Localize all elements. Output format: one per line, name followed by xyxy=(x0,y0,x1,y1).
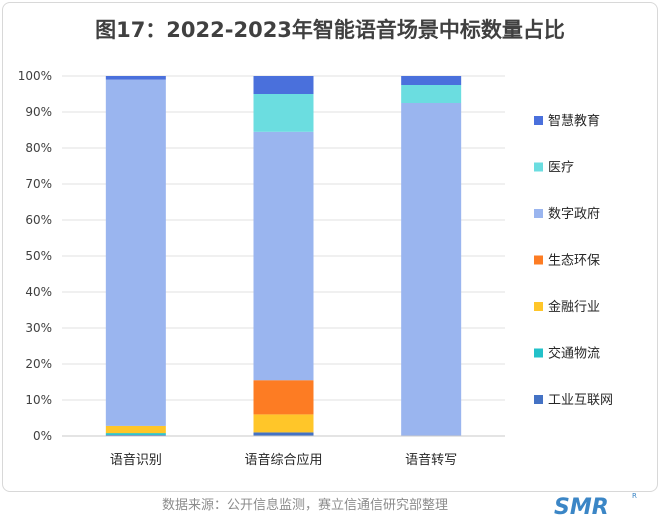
logo-text: SMR xyxy=(554,495,609,520)
legend-swatch xyxy=(534,302,543,311)
logo-mark: R xyxy=(632,492,637,500)
bar-segment xyxy=(401,76,462,85)
y-tick-label: 0% xyxy=(33,429,52,443)
y-axis: 0% 10% 20% 30% 40% 50% 60% 70% 80% 90% 100% xyxy=(18,69,52,443)
legend-swatch xyxy=(534,348,543,358)
y-tick-label: 60% xyxy=(25,213,52,227)
bars xyxy=(105,76,462,436)
y-tick-label: 10% xyxy=(25,393,52,407)
legend-swatch xyxy=(534,209,543,218)
legend-label: 工业互联网 xyxy=(548,393,613,408)
bar-segment xyxy=(105,76,166,80)
y-tick-label: 90% xyxy=(25,105,52,119)
legend-label: 交通物流 xyxy=(548,346,600,362)
y-tick-label: 80% xyxy=(25,141,52,155)
y-tick-label: 70% xyxy=(25,177,52,191)
legend-label: 医疗 xyxy=(548,161,574,176)
y-tick-label: 20% xyxy=(25,357,52,371)
source-note: 数据来源：公开信息监测，赛立信通信研究部整理 xyxy=(161,498,448,513)
y-tick-label: 100% xyxy=(18,69,52,83)
bar-segment xyxy=(253,414,314,433)
legend-label: 生态环保 xyxy=(548,254,600,269)
bar-segment xyxy=(253,76,314,94)
bar-segment xyxy=(105,434,166,436)
legend-swatch xyxy=(534,395,543,404)
legend-swatch xyxy=(534,116,543,125)
bar-segment xyxy=(105,425,166,434)
bar-segment xyxy=(253,131,314,381)
legend-swatch xyxy=(534,162,543,172)
legend-label: 智慧教育 xyxy=(548,113,600,129)
y-tick-label: 50% xyxy=(25,249,52,263)
x-tick-label: 语音识别 xyxy=(110,452,162,468)
legend-swatch xyxy=(534,255,543,265)
x-tick-label: 语音转写 xyxy=(405,452,457,468)
y-tick-label: 40% xyxy=(25,285,52,299)
bar-segment xyxy=(105,433,166,435)
legend-label: 金融行业 xyxy=(548,299,600,315)
bar-segment xyxy=(253,94,314,132)
bar-segment xyxy=(401,85,462,103)
chart-title: 图17：2022-2023年智能语音场景中标数量占比 xyxy=(95,18,565,42)
x-tick-label: 语音综合应用 xyxy=(244,452,322,468)
bar-segment xyxy=(105,79,166,426)
bar-segment xyxy=(401,103,462,436)
bar-segment xyxy=(253,380,314,415)
x-axis: 语音识别 语音综合应用 语音转写 xyxy=(62,435,505,468)
legend-label: 数字政府 xyxy=(548,207,600,222)
y-tick-label: 30% xyxy=(25,321,52,335)
bar-segment xyxy=(253,432,314,436)
smr-logo: SMR R xyxy=(554,492,637,520)
